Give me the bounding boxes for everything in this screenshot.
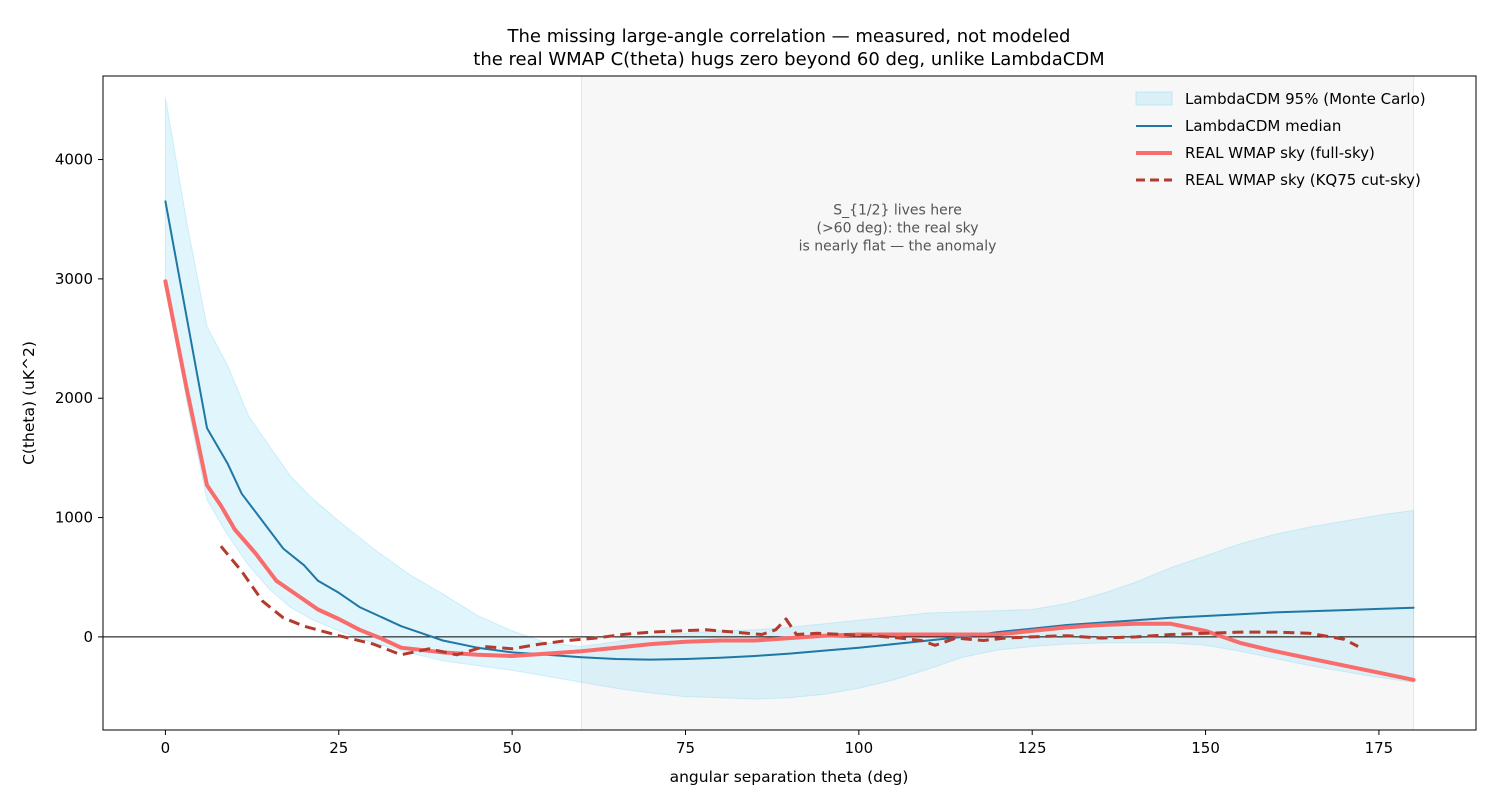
confidence-band xyxy=(164,97,1415,700)
axes-frame xyxy=(102,75,1477,731)
series-line-1 xyxy=(163,279,1416,682)
x-tick-label: 75 xyxy=(676,739,695,757)
x-tick-label: 50 xyxy=(503,739,522,757)
x-tick-label: 125 xyxy=(1018,739,1047,757)
x-tick-label: 25 xyxy=(329,739,348,757)
legend-label-band: LambdaCDM 95% (Monte Carlo) xyxy=(1185,90,1426,108)
legend-label-2: REAL WMAP sky (KQ75 cut-sky) xyxy=(1185,171,1421,189)
annotation-line-1: (>60 deg): the real sky xyxy=(816,220,978,236)
x-tick-label: 100 xyxy=(845,739,874,757)
y-tick-label: 2000 xyxy=(55,389,93,407)
legend-swatch-band xyxy=(1135,91,1173,106)
y-tick-label: 0 xyxy=(83,628,93,646)
chart-title-line2: the real WMAP C(theta) hugs zero beyond … xyxy=(473,49,1104,70)
legend: LambdaCDM 95% (Monte Carlo) LambdaCDM med… xyxy=(1135,90,1426,189)
x-tick-label: 0 xyxy=(161,739,171,757)
annotation-line-2: is nearly flat — the anomaly xyxy=(799,238,997,254)
y-tick-label: 3000 xyxy=(55,270,93,288)
plot-area xyxy=(103,76,1476,730)
annotation: S_{1/2} lives here (>60 deg): the real sk… xyxy=(799,202,997,254)
shaded-region xyxy=(581,76,1414,730)
series-line-0 xyxy=(164,200,1415,661)
legend-label-0: LambdaCDM median xyxy=(1185,117,1341,135)
x-tick-label: 175 xyxy=(1365,739,1394,757)
y-tick-label: 1000 xyxy=(55,509,93,527)
y-tick-label: 4000 xyxy=(55,151,93,169)
axes: 0 25 50 75 100 125 150 175 0 1000 2000 3000 4000 xyxy=(55,75,1477,757)
x-tick-label: 150 xyxy=(1191,739,1220,757)
chart-title-line1: The missing large-angle correlation — me… xyxy=(507,26,1071,47)
plot-content xyxy=(103,76,1476,730)
annotation-line-0: S_{1/2} lives here xyxy=(833,202,962,218)
series-line-2 xyxy=(219,545,1359,657)
y-axis-label: C(theta) (uK^2) xyxy=(20,341,38,465)
legend-label-1: REAL WMAP sky (full-sky) xyxy=(1185,144,1375,162)
x-axis-label: angular separation theta (deg) xyxy=(670,768,909,786)
